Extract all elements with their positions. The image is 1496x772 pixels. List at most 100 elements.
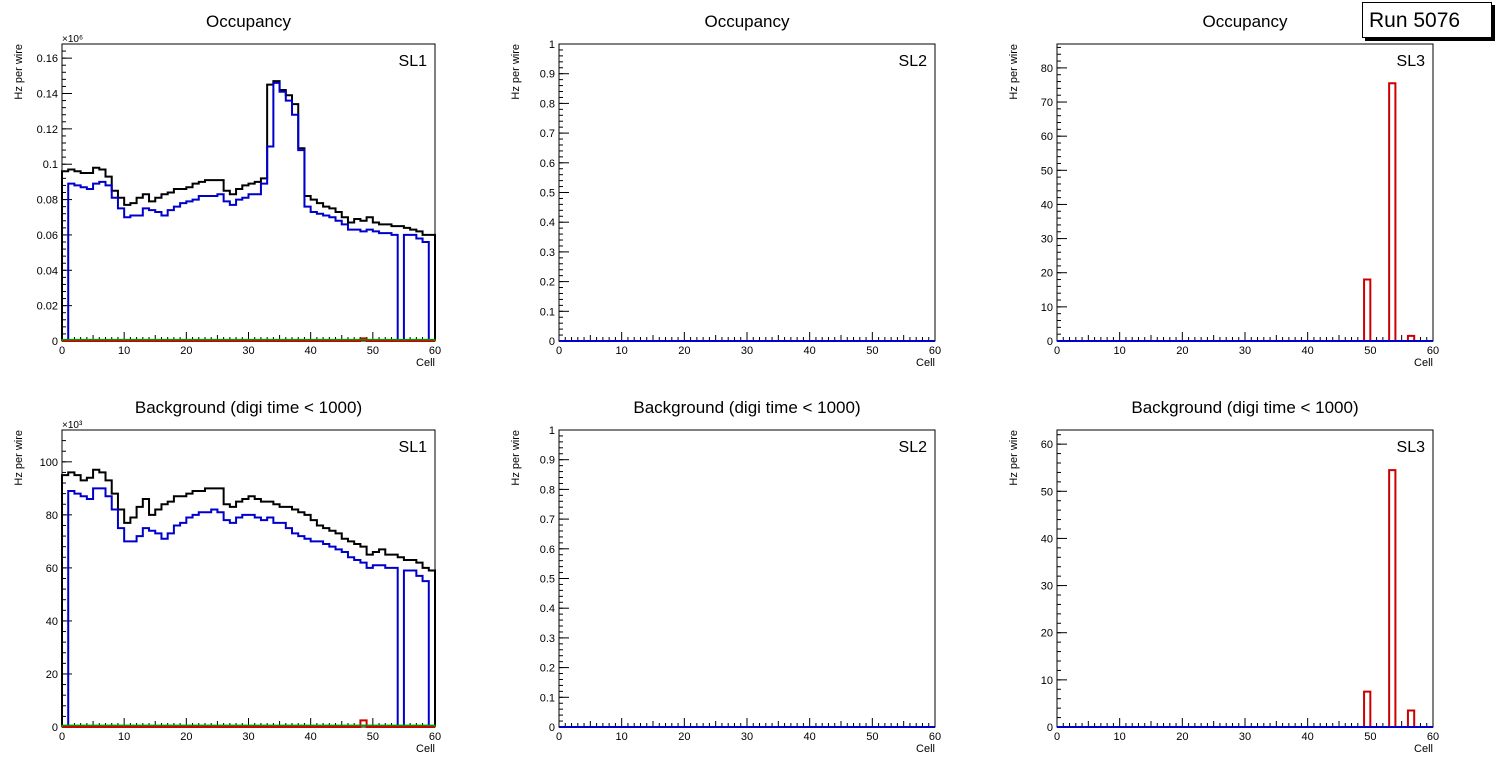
- plot-frame: [558, 43, 936, 342]
- histogram-series-all: [61, 80, 436, 341]
- y-axis-title: Hz per wire: [13, 430, 25, 486]
- histogram-series-noisy: [61, 338, 436, 341]
- y-tick-label: 0.3: [540, 247, 555, 259]
- x-tick-label: 40: [1302, 731, 1314, 743]
- y-tick-label: 30: [1041, 581, 1053, 593]
- y-tick-label: 100: [40, 457, 58, 469]
- x-tick-label: 30: [1239, 731, 1251, 743]
- histogram-panel-background-sl3: Background (digi time < 1000) SL3 Hz per w…: [1008, 398, 1439, 755]
- y-tick-label: 0.1: [540, 692, 555, 704]
- y-tick-label: 0.6: [540, 158, 555, 170]
- x-tick-label: 10: [118, 345, 130, 357]
- y-tick-label: 0.06: [37, 230, 58, 242]
- y-tick-label: 10: [1041, 675, 1053, 687]
- run-label: Run 5076: [1369, 9, 1461, 32]
- x-axis-title: Cell: [1414, 743, 1433, 755]
- y-axis-exponent: ×10⁶: [62, 34, 83, 45]
- chart-title: Background (digi time < 1000): [135, 398, 362, 417]
- y-tick-label: 0.16: [37, 53, 58, 65]
- y-tick-label: 0.2: [540, 663, 555, 675]
- y-tick-label: 0: [52, 722, 58, 734]
- y-tick-label: 0.8: [540, 98, 555, 110]
- x-tick-label: 10: [616, 345, 628, 357]
- y-tick-label: 50: [1041, 165, 1053, 177]
- y-tick-label: 0.8: [540, 484, 555, 496]
- x-tick-label: 0: [59, 731, 65, 743]
- run-label-box: Run 5076: [1362, 2, 1492, 38]
- y-tick-label: 0.4: [540, 217, 555, 229]
- y-tick-label: 0.7: [540, 128, 555, 140]
- x-tick-label: 30: [242, 345, 254, 357]
- x-tick-label: 0: [59, 345, 65, 357]
- chart-title: Background (digi time < 1000): [1131, 398, 1358, 417]
- x-tick-label: 10: [616, 731, 628, 743]
- x-tick-label: 60: [1427, 731, 1439, 743]
- histogram-panel-background-sl2: Background (digi time < 1000) SL2 Hz per w…: [510, 398, 941, 755]
- y-tick-label: 0.5: [540, 188, 555, 200]
- plot-frame: [1056, 429, 1434, 728]
- chart-title: Occupancy: [1202, 12, 1288, 31]
- y-tick-label: 70: [1041, 97, 1053, 109]
- x-tick-label: 50: [866, 731, 878, 743]
- histogram-series-dead: [62, 337, 435, 342]
- chart-title: Background (digi time < 1000): [633, 398, 860, 417]
- superlayer-label: SL1: [399, 53, 428, 70]
- y-tick-label: 40: [1041, 533, 1053, 545]
- histogram-series-dead: [62, 719, 435, 728]
- x-tick-label: 50: [367, 731, 379, 743]
- y-tick-label: 20: [46, 669, 58, 681]
- chart-title: Occupancy: [704, 12, 790, 31]
- x-tick-label: 40: [804, 731, 816, 743]
- y-tick-label: 0.7: [540, 514, 555, 526]
- histogram-panel-occupancy-sl1: Occupancy SL1 Hz per wire Cell ×10⁶ 0 10 20 30 40…: [13, 12, 441, 369]
- x-tick-label: 20: [180, 731, 192, 743]
- plot-frame: [61, 429, 436, 728]
- y-tick-label: 0.04: [37, 265, 58, 277]
- x-tick-label: 20: [678, 345, 690, 357]
- superlayer-label: SL2: [899, 53, 928, 70]
- plot-frame: [558, 429, 936, 728]
- superlayer-label: SL3: [1397, 53, 1426, 70]
- histogram-series-noisy: [61, 724, 436, 727]
- x-tick-label: 40: [305, 345, 317, 357]
- y-tick-label: 80: [46, 510, 58, 522]
- y-tick-label: 0.1: [540, 306, 555, 318]
- histogram-series-all: [61, 468, 436, 727]
- x-tick-label: 20: [1176, 731, 1188, 743]
- x-axis-title: Cell: [916, 743, 935, 755]
- x-tick-label: 0: [556, 345, 562, 357]
- x-tick-label: 60: [1427, 345, 1439, 357]
- x-tick-label: 60: [429, 731, 441, 743]
- y-axis-title: Hz per wire: [1008, 430, 1020, 486]
- y-tick-label: 60: [1041, 131, 1053, 143]
- y-tick-label: 10: [1041, 302, 1053, 314]
- y-tick-label: 0.4: [540, 603, 555, 615]
- x-tick-label: 30: [741, 731, 753, 743]
- y-tick-label: 80: [1041, 63, 1053, 75]
- y-tick-label: 60: [46, 563, 58, 575]
- y-tick-label: 0: [549, 722, 555, 734]
- y-tick-label: 50: [1041, 486, 1053, 498]
- x-tick-label: 0: [1054, 345, 1060, 357]
- y-axis-exponent: ×10³: [62, 420, 83, 431]
- y-tick-label: 1: [549, 39, 555, 51]
- x-tick-label: 60: [429, 345, 441, 357]
- histogram-series-dead: [1057, 82, 1433, 342]
- superlayer-label: SL2: [899, 439, 928, 456]
- y-axis-title: Hz per wire: [13, 44, 25, 100]
- y-tick-label: 0.1: [43, 159, 58, 171]
- y-tick-label: 0.9: [540, 69, 555, 81]
- y-tick-label: 30: [1041, 234, 1053, 246]
- x-tick-label: 60: [929, 731, 941, 743]
- x-tick-label: 50: [866, 345, 878, 357]
- y-tick-label: 40: [46, 616, 58, 628]
- y-tick-label: 0.5: [540, 574, 555, 586]
- y-tick-label: 0: [1047, 336, 1053, 348]
- y-axis-title: Hz per wire: [510, 44, 522, 100]
- chart-title: Occupancy: [206, 12, 292, 31]
- y-tick-label: 0: [1047, 722, 1053, 734]
- x-axis-title: Cell: [1414, 357, 1433, 369]
- histogram-series-dead: [1057, 469, 1433, 728]
- y-tick-label: 0.6: [540, 544, 555, 556]
- x-tick-label: 50: [1364, 345, 1376, 357]
